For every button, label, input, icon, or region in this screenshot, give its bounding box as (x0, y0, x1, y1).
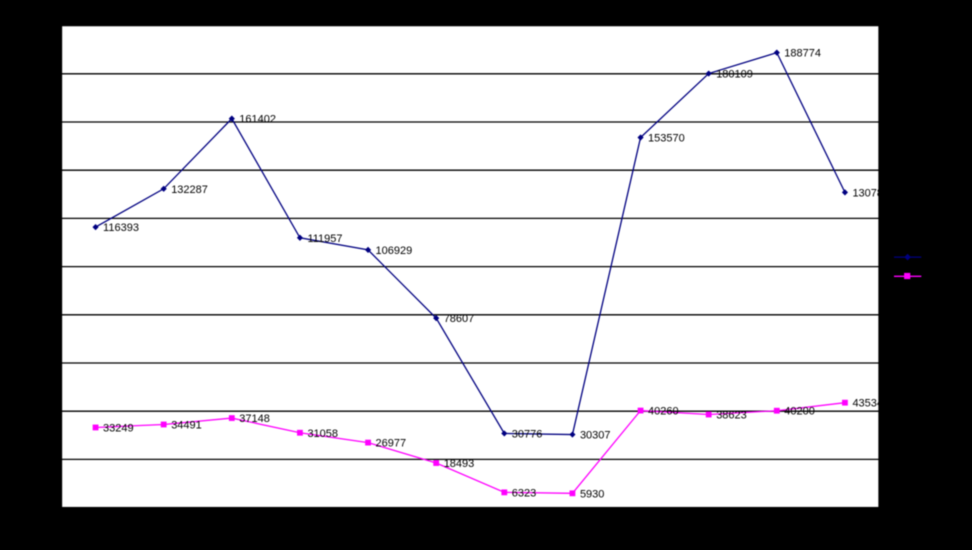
svg-text:132287: 132287 (171, 184, 208, 196)
svg-text:30776: 30776 (512, 428, 543, 440)
svg-text:130788: 130788 (852, 187, 889, 199)
svg-text:37148: 37148 (239, 413, 270, 425)
svg-text:161402: 161402 (239, 114, 276, 126)
svg-text:40260: 40260 (648, 406, 679, 418)
svg-text:78607: 78607 (444, 313, 475, 325)
svg-text:153570: 153570 (648, 133, 685, 145)
svg-text:31058: 31058 (307, 428, 338, 440)
svg-text:188774: 188774 (784, 48, 821, 60)
svg-text:40200: 40200 (784, 406, 815, 418)
svg-text:34491: 34491 (171, 419, 202, 431)
svg-text:116393: 116393 (103, 222, 139, 234)
svg-text:5930: 5930 (580, 488, 604, 500)
svg-text:33249: 33249 (103, 422, 134, 434)
svg-text:18493: 18493 (444, 458, 475, 470)
svg-text:38623: 38623 (716, 410, 747, 422)
svg-text:6323: 6323 (512, 487, 536, 499)
svg-text:180109: 180109 (716, 69, 753, 81)
svg-text:106929: 106929 (376, 245, 413, 257)
svg-text:111957: 111957 (307, 233, 342, 245)
svg-text:43534: 43534 (852, 398, 883, 410)
svg-text:30307: 30307 (580, 430, 611, 442)
svg-text:26977: 26977 (376, 438, 407, 450)
